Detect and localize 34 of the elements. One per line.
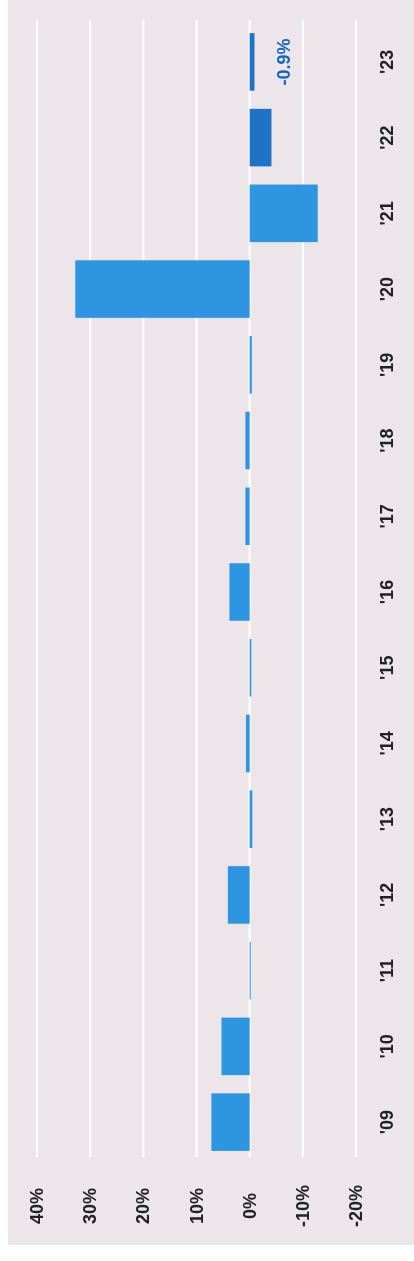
y-tick-label: '19 (377, 352, 397, 377)
x-tick-label: 30% (80, 1187, 101, 1225)
x-tick-label: 20% (133, 1187, 154, 1225)
bar (249, 336, 252, 394)
y-tick-label: '15 (377, 655, 397, 680)
y-tick-label: '17 (377, 504, 397, 529)
y-tick-label: '10 (377, 1034, 397, 1059)
y-tick-label: '09 (377, 1109, 397, 1135)
bar (211, 1093, 250, 1151)
y-tick-label: '16 (377, 579, 397, 605)
x-tick-label: 10% (186, 1187, 207, 1225)
x-tick-label: -20% (346, 1184, 366, 1228)
y-tick-label: '18 (377, 428, 397, 453)
y-tick-label: '14 (377, 731, 397, 756)
y-tick-label: '23 (377, 49, 397, 75)
bar (229, 563, 250, 621)
bar (249, 184, 318, 243)
data-label: -0.9% (274, 38, 295, 86)
x-tick-label: -10% (292, 1184, 313, 1228)
bar (221, 1017, 250, 1076)
y-tick-label: '13 (377, 807, 397, 832)
x-tick-label: 40% (27, 1187, 47, 1225)
bar (245, 411, 250, 470)
bar (245, 487, 250, 546)
y-tick-label: '21 (377, 201, 397, 226)
y-tick-label: '11 (377, 959, 397, 983)
x-tick-label: 0% (239, 1192, 260, 1220)
bar (249, 108, 272, 167)
y-tick-label: '22 (377, 125, 397, 150)
bar (245, 714, 250, 773)
bar (75, 260, 250, 318)
bar (227, 866, 250, 924)
y-tick-label: '20 (377, 276, 397, 302)
y-tick-label: '12 (377, 882, 397, 908)
